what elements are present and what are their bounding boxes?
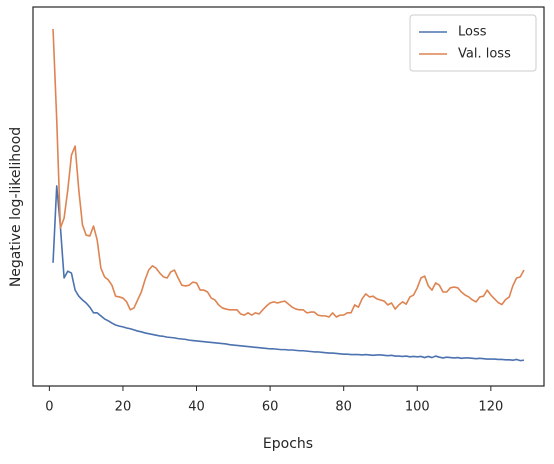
plot-frame	[32, 6, 545, 387]
x-tick-label: 100	[405, 400, 430, 415]
legend-box	[409, 14, 537, 72]
legend-label: Val. loss	[458, 47, 511, 62]
x-tick-label: 20	[115, 400, 132, 415]
y-axis-label: Negative log-likelihood	[8, 127, 24, 287]
x-axis-label: Epochs	[263, 436, 313, 452]
x-tick-label: 80	[335, 400, 352, 415]
legend-label: Loss	[458, 25, 487, 40]
x-tick-label: 0	[45, 400, 53, 415]
series-line	[52, 28, 525, 318]
x-tick-label: 40	[188, 400, 205, 415]
x-tick-label: 60	[262, 400, 279, 415]
series-line	[52, 185, 525, 362]
x-tick-label: 120	[478, 400, 503, 415]
